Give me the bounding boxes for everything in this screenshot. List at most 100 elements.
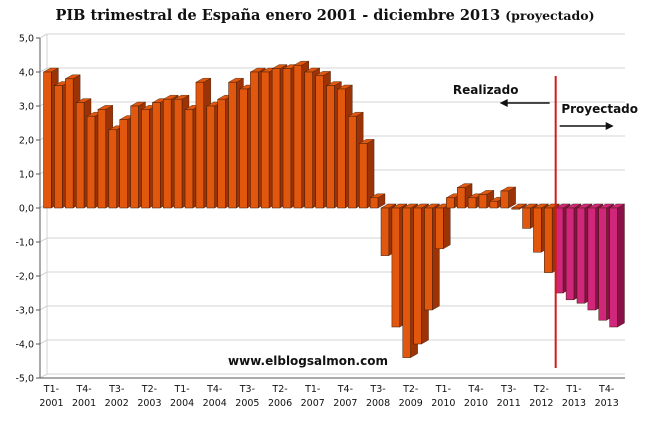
bar — [435, 207, 444, 250]
bar — [533, 207, 542, 253]
x-tick-label: 2007 — [333, 398, 357, 409]
bar-side — [443, 203, 451, 250]
bar — [119, 119, 128, 209]
x-tick-label: T1- — [435, 384, 451, 395]
x-tick-label: 2004 — [203, 398, 227, 409]
x-tick-label: T3- — [108, 384, 124, 395]
y-tick-label: 0,0 — [19, 204, 34, 215]
gridline-side — [39, 305, 48, 311]
bar — [152, 102, 161, 209]
gridline-side — [39, 339, 48, 345]
x-tick-label: 2013 — [595, 398, 619, 409]
x-tick-label: 2004 — [170, 398, 194, 409]
y-tick-label: 5,0 — [19, 34, 34, 45]
bar — [173, 98, 183, 209]
bar — [380, 207, 390, 256]
bar — [446, 197, 455, 209]
bar — [184, 109, 194, 209]
y-tick-label: 4,0 — [19, 68, 34, 79]
x-tick-label: 2009 — [399, 398, 423, 409]
bar — [304, 71, 313, 209]
bar — [65, 78, 74, 209]
gridline-side — [39, 271, 48, 277]
bar — [467, 197, 477, 209]
bar — [293, 64, 303, 209]
bar — [282, 68, 292, 209]
x-tick-label: T4- — [467, 384, 483, 395]
source-watermark: www.elblogsalmon.com — [228, 354, 388, 368]
x-tick-label: T2- — [533, 384, 549, 395]
bar — [75, 102, 85, 209]
chart-title-main: PIB trimestral de España enero 2001 - di… — [55, 7, 500, 24]
x-tick-label: 2008 — [366, 398, 390, 409]
bar — [413, 207, 422, 345]
bar — [326, 85, 335, 209]
y-tick-label: 3,0 — [19, 102, 34, 113]
x-tick-label: 2005 — [235, 398, 259, 409]
bar — [54, 85, 63, 209]
x-tick-label: 2002 — [105, 398, 129, 409]
bar — [271, 68, 281, 209]
y-tick-label: -4,0 — [15, 340, 34, 351]
bar — [108, 129, 117, 209]
bar — [239, 88, 248, 209]
x-tick-label: 2010 — [431, 398, 455, 409]
bar — [544, 207, 553, 273]
gridline-side — [39, 237, 48, 243]
x-tick-label: 2010 — [464, 398, 488, 409]
bar — [315, 75, 324, 209]
chart-title: PIB trimestral de España enero 2001 - di… — [55, 7, 594, 24]
bar — [217, 98, 226, 209]
bar — [511, 207, 520, 210]
y-tick-label: -5,0 — [15, 374, 34, 385]
x-tick-label: T3- — [239, 384, 255, 395]
x-tick-label: T4- — [598, 384, 614, 395]
x-tick-label: 2007 — [301, 398, 325, 409]
bar — [391, 207, 400, 328]
x-tick-label: T1- — [565, 384, 581, 395]
bar — [141, 109, 150, 209]
x-tick-label: 2001 — [72, 398, 96, 409]
bar — [456, 187, 466, 209]
bar — [369, 197, 379, 209]
y-tick-label: -3,0 — [15, 306, 34, 317]
x-tick-label: T1- — [304, 384, 320, 395]
x-tick-label: 2013 — [562, 398, 586, 409]
bar — [206, 105, 215, 209]
annotation-proyectado: Proyectado — [561, 102, 638, 116]
chart-title-suffix: (proyectado) — [505, 8, 594, 23]
bar — [478, 194, 488, 209]
bar — [358, 143, 368, 209]
bar — [97, 109, 107, 209]
bar — [228, 81, 237, 209]
bar — [598, 207, 607, 321]
x-tick-label: 2011 — [497, 398, 521, 409]
bar — [337, 88, 346, 209]
x-tick-label: T1- — [173, 384, 189, 395]
gridline-side — [39, 67, 48, 73]
bar — [424, 207, 433, 311]
y-tick-label: 2,0 — [19, 136, 34, 147]
x-tick-label: T4- — [75, 384, 91, 395]
y-tick-label: -1,0 — [15, 238, 34, 249]
gridline-side — [39, 33, 48, 39]
x-tick-label: 2001 — [39, 398, 63, 409]
bar — [43, 71, 52, 209]
bar — [130, 105, 139, 209]
bar — [500, 190, 509, 209]
bar — [163, 98, 172, 209]
bar — [195, 81, 205, 209]
bar — [576, 207, 586, 304]
bar — [250, 71, 259, 209]
y-tick-label: -2,0 — [15, 272, 34, 283]
x-tick-label: 2003 — [137, 398, 161, 409]
plot-area: 5,0 4,0 3,0 2,0 1,0 0,0 -1,0 -2,0 -3,0 -4,0 -5,0 T1… — [15, 34, 638, 410]
x-tick-label: T3- — [500, 384, 516, 395]
bar — [348, 115, 357, 209]
x-tick-label: T2- — [141, 384, 157, 395]
bar — [565, 207, 575, 301]
gridline-side — [39, 373, 48, 379]
x-tick-label: T2- — [271, 384, 287, 395]
